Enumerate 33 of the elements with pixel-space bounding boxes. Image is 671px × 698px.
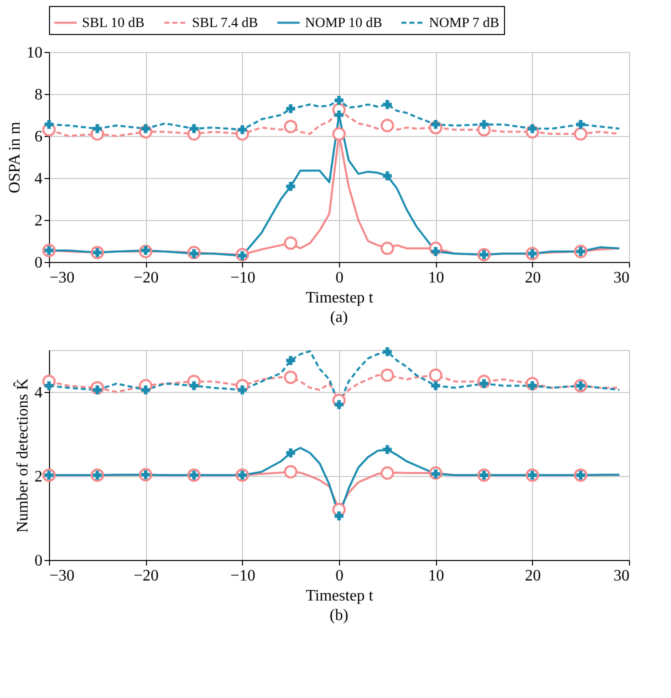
y-axis-title: Number of detections K̂ (12, 378, 32, 533)
x-tick-label: 10 (428, 568, 444, 584)
legend-label: SBL 10 dB (82, 16, 144, 31)
text: (b) (330, 607, 348, 624)
x-tick-label: 20 (524, 270, 541, 286)
x-tick-label: −20 (134, 270, 159, 286)
x-tick-label: −30 (50, 270, 75, 286)
x-tick-label: 20 (524, 568, 541, 584)
x-tick-label: −30 (50, 568, 75, 584)
y-tick-label: 0 (34, 552, 42, 570)
y-axis-title: OSPA in m (6, 121, 24, 194)
y-tick-label: 2 (34, 468, 42, 486)
y-tick-label: 4 (34, 170, 42, 188)
y-tick-label: 0 (34, 254, 42, 272)
x-axis-title: Timestep t (306, 588, 374, 604)
y-tick-label: 2 (34, 212, 42, 230)
legend-label: NOMP 10 dB (305, 16, 382, 31)
y-tick-label: 6 (34, 128, 42, 146)
x-tick-label: 10 (428, 270, 444, 286)
y-tick-label: 8 (34, 86, 42, 104)
text: (a) (330, 309, 348, 326)
x-tick-label: −10 (230, 568, 256, 584)
x-tick-label: 30 (614, 270, 630, 286)
x-tick-label: 30 (614, 568, 630, 584)
x-tick-label: 0 (336, 568, 344, 584)
legend-label: SBL 7.4 dB (192, 16, 258, 31)
y-tick-label: 10 (26, 44, 42, 62)
legend-label: NOMP 7 dB (429, 16, 500, 31)
x-tick-label: −20 (134, 568, 159, 584)
y-tick-label: 4 (34, 384, 42, 402)
x-tick-label: −10 (230, 270, 256, 286)
x-tick-label: 0 (336, 270, 344, 286)
x-axis-title: Timestep t (306, 290, 374, 306)
